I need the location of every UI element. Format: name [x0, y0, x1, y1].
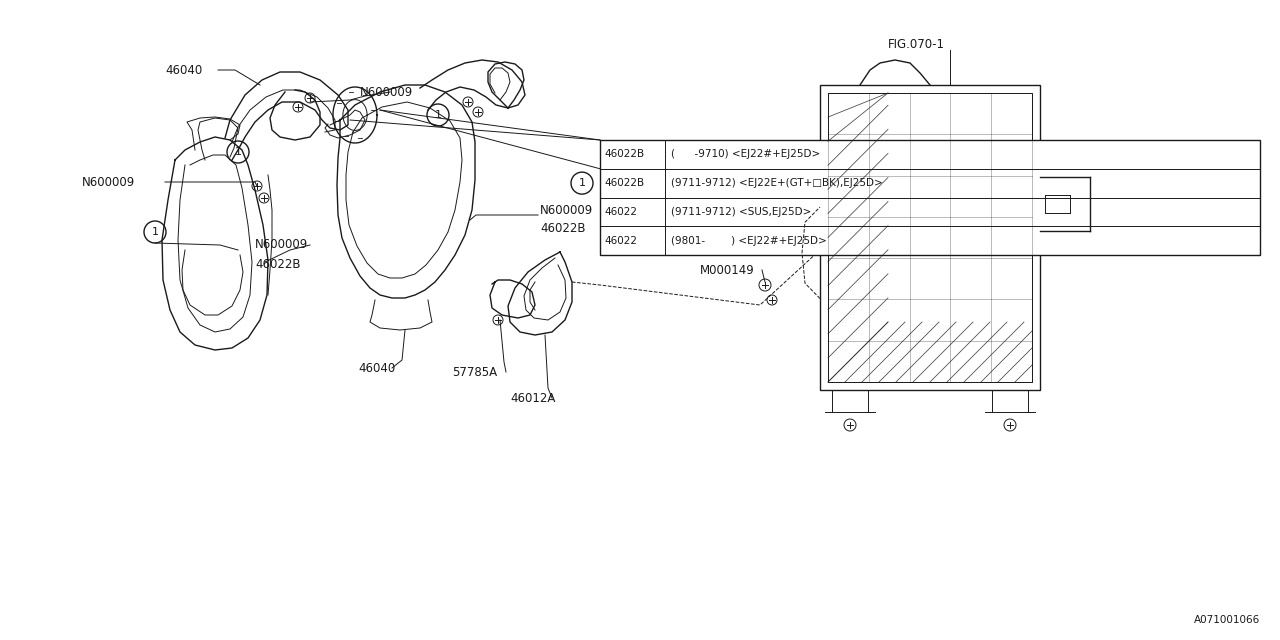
Text: (      -9710) <EJ22#+EJ25D>: ( -9710) <EJ22#+EJ25D>	[671, 149, 820, 159]
Text: N600009: N600009	[82, 175, 136, 189]
Text: 1: 1	[579, 178, 585, 188]
Text: 46022B: 46022B	[604, 149, 644, 159]
Text: 46012A: 46012A	[509, 392, 556, 404]
Text: A071001066: A071001066	[1194, 615, 1260, 625]
Bar	[820, 85, 1039, 390]
Text: 1: 1	[434, 110, 442, 120]
Text: 46022B: 46022B	[604, 178, 644, 188]
Text: N600009: N600009	[540, 204, 593, 216]
Text: 46022: 46022	[604, 236, 637, 246]
Text: N600009: N600009	[360, 86, 413, 99]
Text: 1: 1	[151, 227, 159, 237]
Bar	[828, 93, 1032, 382]
Text: 46022B: 46022B	[540, 221, 585, 234]
Text: FIG.070-1: FIG.070-1	[888, 38, 945, 51]
Text: (9711-9712) <EJ22E+(GT+□BK),EJ25D>: (9711-9712) <EJ22E+(GT+□BK),EJ25D>	[671, 178, 883, 188]
Bar	[600, 140, 1260, 255]
Text: 46040: 46040	[165, 63, 202, 77]
Text: (9711-9712) <SUS,EJ25D>: (9711-9712) <SUS,EJ25D>	[671, 207, 812, 217]
Text: 46022B: 46022B	[255, 259, 301, 271]
Text: N600009: N600009	[255, 239, 308, 252]
Text: 57785A: 57785A	[452, 365, 497, 378]
Text: (9801-        ) <EJ22#+EJ25D>: (9801- ) <EJ22#+EJ25D>	[671, 236, 827, 246]
Text: 1: 1	[234, 147, 242, 157]
Text: M000149: M000149	[700, 264, 755, 276]
Text: 46040: 46040	[358, 362, 396, 374]
Text: 46022: 46022	[604, 207, 637, 217]
